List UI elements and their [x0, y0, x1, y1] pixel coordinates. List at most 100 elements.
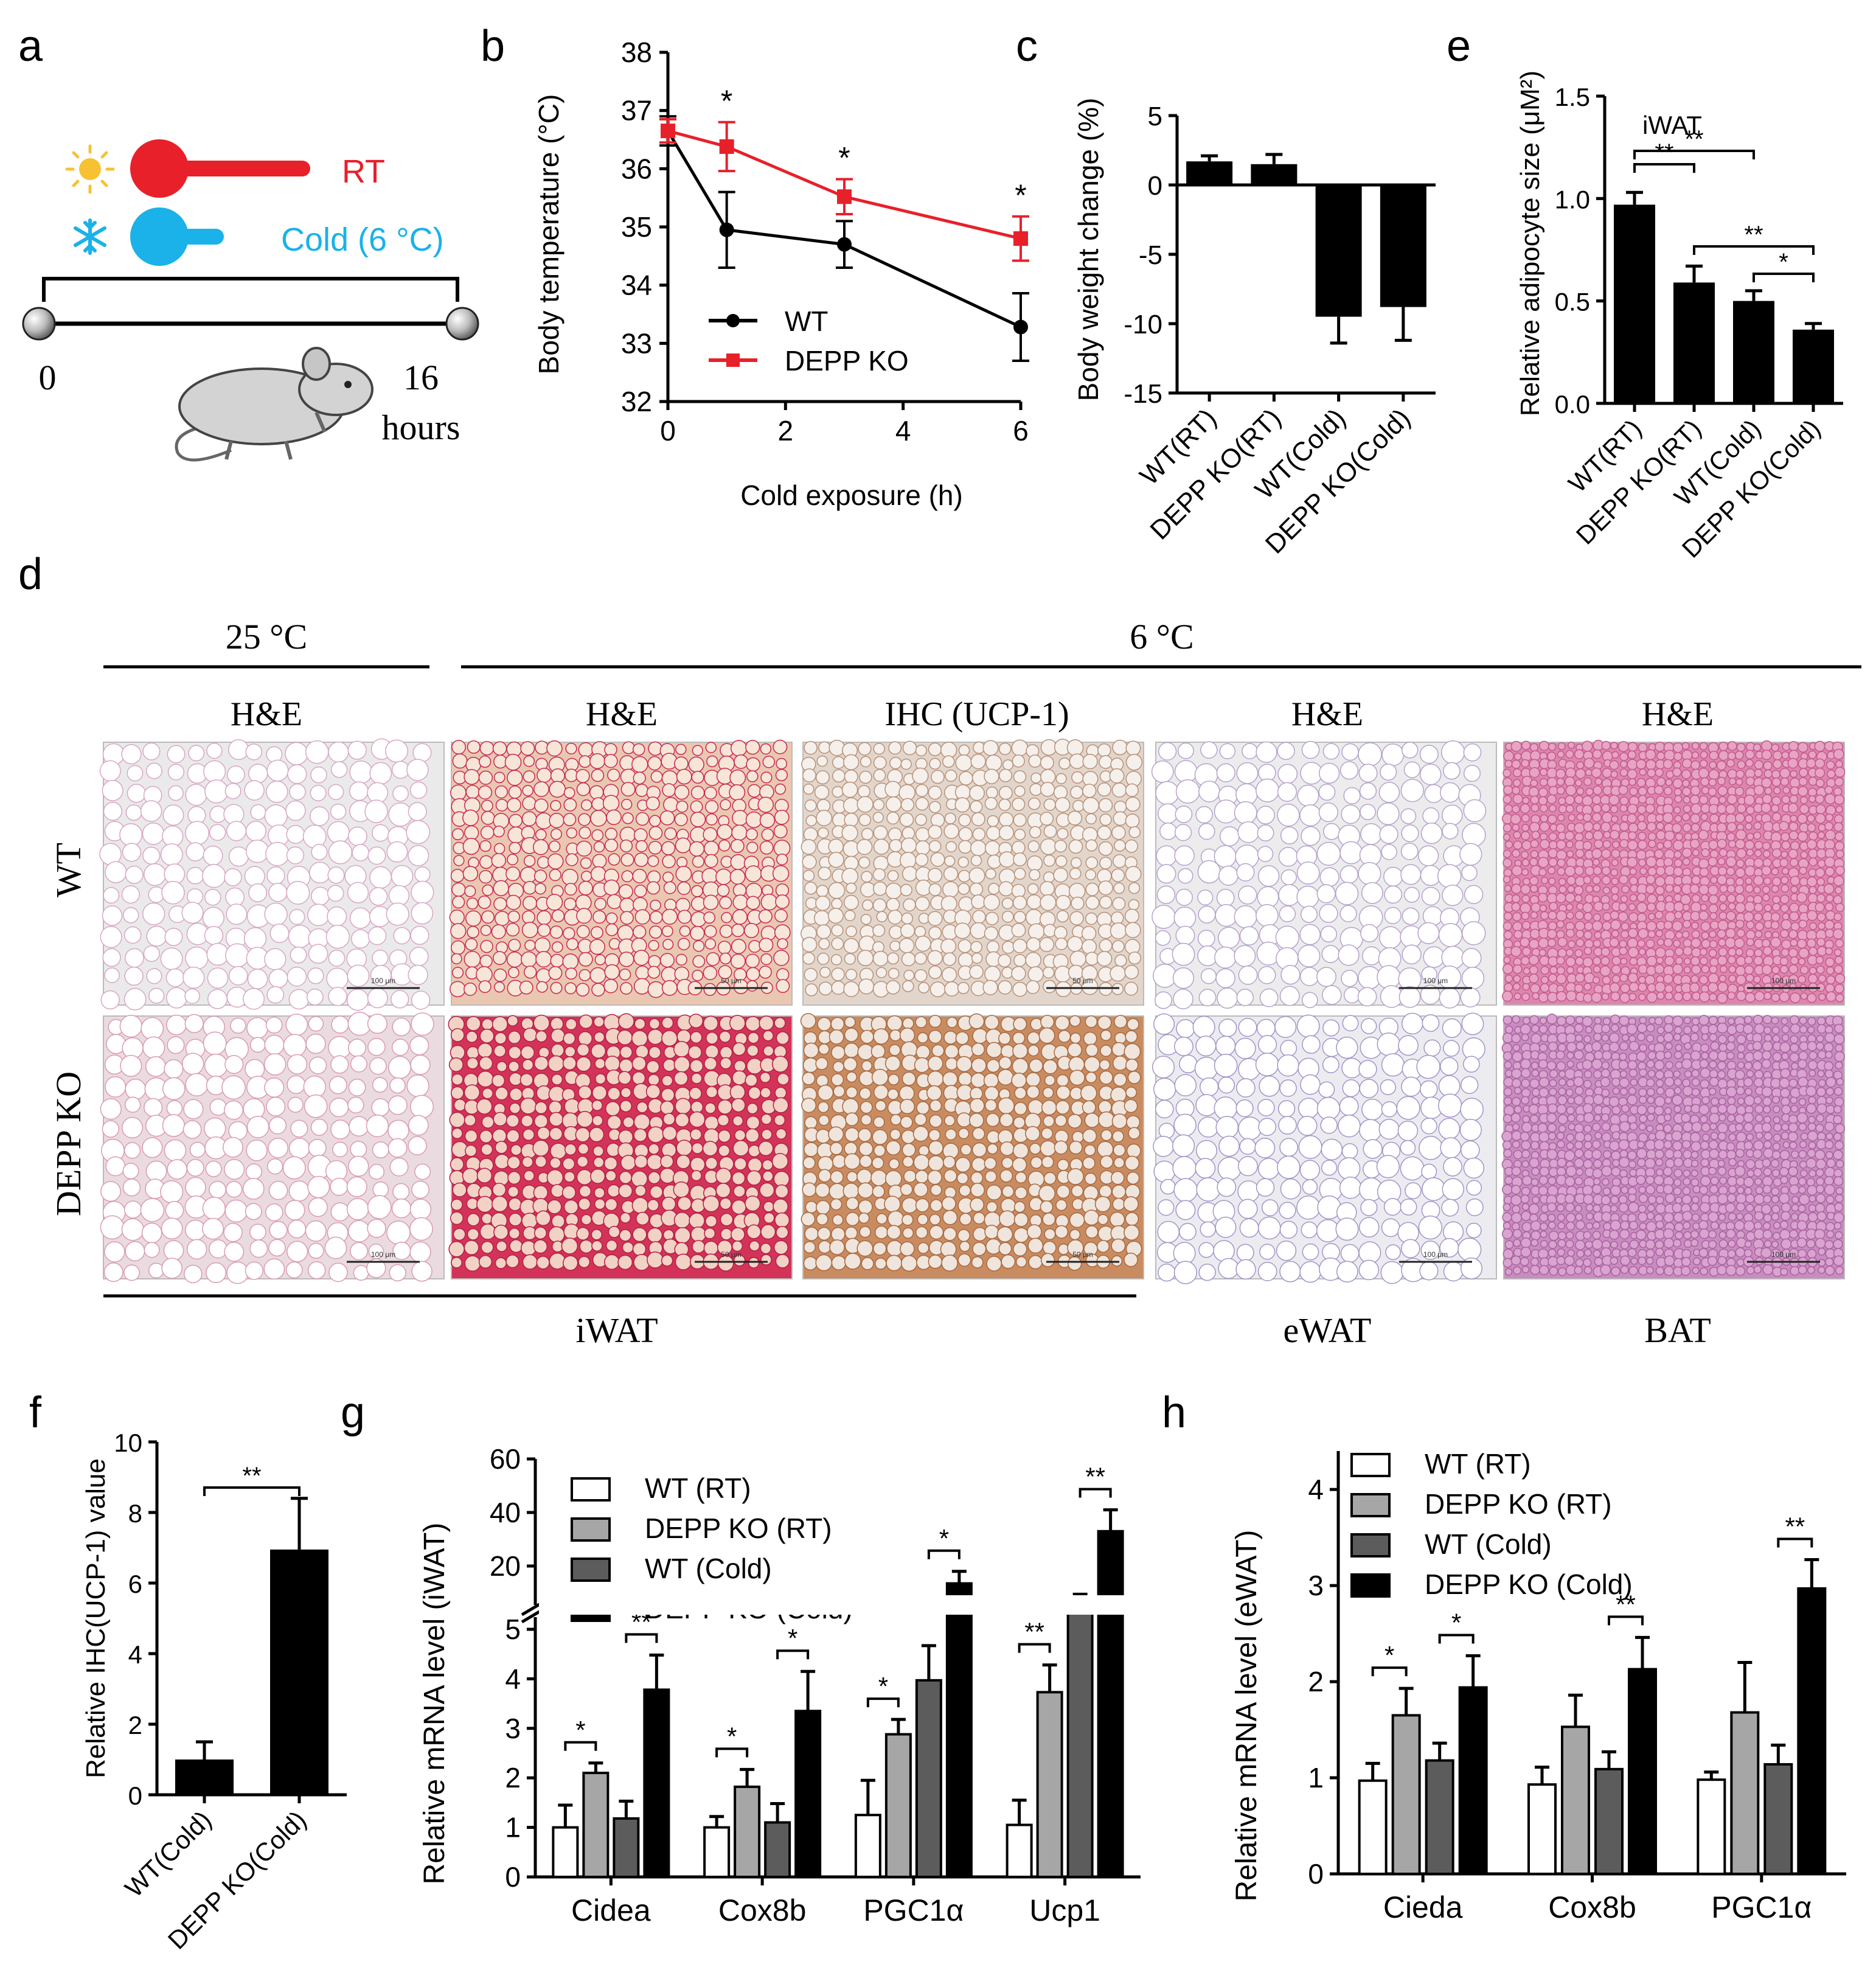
tissue-cell: [1335, 1217, 1359, 1241]
tissue-cell: [1358, 1060, 1377, 1079]
tissue-cell: [224, 1055, 244, 1074]
tissue-cell: [1773, 1123, 1782, 1132]
tissue-cell: [1808, 848, 1818, 859]
tissue-cell: [622, 1241, 634, 1254]
tissue-cell: [1780, 1267, 1788, 1276]
tissue-cell: [1627, 804, 1638, 815]
tissue-cell: [521, 1059, 534, 1071]
tissue-cell: [204, 779, 229, 804]
tissue-cell: [887, 1088, 899, 1101]
tissue-cell: [266, 1096, 286, 1116]
tissue-cell: [310, 785, 327, 802]
tissue-cell: [1818, 823, 1826, 832]
tissue-cell: [1627, 813, 1637, 824]
tissue-cell: [462, 809, 479, 826]
tissue-cell: [955, 1031, 969, 1045]
tissue-cell: [1773, 1133, 1782, 1142]
tissue-cell: [1012, 798, 1026, 812]
tissue-cell: [1592, 795, 1602, 805]
tissue-cell: [631, 1170, 648, 1188]
tissue-cell: [1437, 864, 1462, 888]
tissue-cell: [1583, 1112, 1594, 1123]
tissue-cell: [801, 839, 817, 855]
tissue-cell: [167, 745, 186, 764]
tissue-cell: [1153, 1160, 1176, 1183]
tissue-cell: [1276, 1241, 1297, 1261]
tissue-cell: [603, 1157, 618, 1171]
tissue-cell: [872, 1157, 884, 1169]
tissue-cell: [874, 1258, 887, 1270]
tissue-cell: [1717, 1022, 1728, 1034]
tissue-cell: [1662, 1184, 1673, 1195]
tissue-cell: [659, 1168, 676, 1184]
tissue-cell: [984, 1224, 999, 1239]
tissue-cell: [578, 969, 591, 981]
tissue-cell: [1381, 743, 1405, 767]
tissue-cell: [1177, 868, 1193, 884]
tissue-cell: [1081, 925, 1097, 941]
tissue-cell: [495, 911, 510, 927]
tissue-cell: [1627, 972, 1638, 983]
tissue-cell: [1683, 1149, 1692, 1160]
tissue-cell: [1617, 911, 1628, 922]
histology-tile-ko-6c-he-iwat: 50 μm: [448, 1013, 793, 1279]
tissue-cell: [831, 967, 845, 981]
tissue-cell: [901, 912, 914, 925]
tissue-cell: [1574, 949, 1583, 958]
tissue-cell: [1700, 1213, 1710, 1222]
tissue-cell: [1257, 824, 1274, 842]
tissue-cell: [650, 770, 663, 783]
tissue-cell: [508, 1046, 522, 1060]
tissue-cell: [1547, 751, 1557, 761]
tissue-cell: [1638, 1205, 1647, 1213]
tissue-cell: [901, 837, 917, 854]
tissue-cell: [1358, 1259, 1380, 1281]
tissue-cell: [1176, 1019, 1195, 1039]
tissue-cell: [246, 1140, 268, 1161]
tissue-cell: [1565, 767, 1576, 778]
tissue-cell: [620, 1087, 632, 1098]
tissue-cell: [1727, 1114, 1735, 1122]
tissue-cell: [1538, 992, 1549, 1003]
tissue-cell: [689, 1014, 704, 1029]
tissue-cell: [1815, 902, 1825, 913]
tissue-cell: [451, 1073, 464, 1086]
tissue-cell: [1629, 1122, 1638, 1131]
tissue-cell: [578, 1031, 593, 1046]
tissue-cell: [1790, 939, 1798, 947]
tissue-cell: [1674, 911, 1683, 920]
tissue-cell: [1834, 777, 1844, 787]
tissue-cell: [1763, 877, 1772, 885]
tissue-cell: [1727, 741, 1737, 751]
tissue-cell: [1177, 742, 1194, 759]
histology-tile-wt-6c-he-bat: 100 μm: [1501, 739, 1846, 1006]
tissue-cell: [1556, 1166, 1566, 1177]
tissue-cell: [1798, 1177, 1807, 1186]
tissue-cell: [1012, 896, 1027, 910]
tissue-cell: [1548, 921, 1557, 931]
tissue-cell: [1156, 864, 1176, 884]
tissue-cell: [122, 1178, 141, 1197]
tissue-cell: [1322, 743, 1340, 760]
chart-e-ytick-label: 0.0: [1555, 390, 1590, 419]
tissue-cell: [1628, 981, 1639, 992]
tissue-cell: [606, 1115, 622, 1130]
tissue-cell: [1673, 1070, 1681, 1078]
tissue-cell: [901, 952, 916, 967]
tissue-cell: [1256, 1178, 1275, 1197]
tissue-cell: [1040, 838, 1057, 855]
tissue-cell: [1762, 885, 1771, 894]
tissue-cell: [1789, 911, 1799, 922]
tissue-cell: [369, 887, 388, 906]
tissue-cell: [746, 896, 760, 910]
tissue-cell: [705, 1215, 718, 1228]
tissue-cell: [1627, 938, 1638, 949]
tissue-cell: [663, 796, 679, 813]
tissue-cell: [1726, 1149, 1737, 1160]
tissue-cell: [369, 1057, 387, 1075]
tissue-cell: [1744, 1095, 1755, 1106]
tissue-cell: [1114, 1032, 1127, 1045]
tissue-cell: [1576, 813, 1584, 821]
tissue-cell: [746, 841, 759, 854]
tissue-cell: [902, 866, 918, 882]
